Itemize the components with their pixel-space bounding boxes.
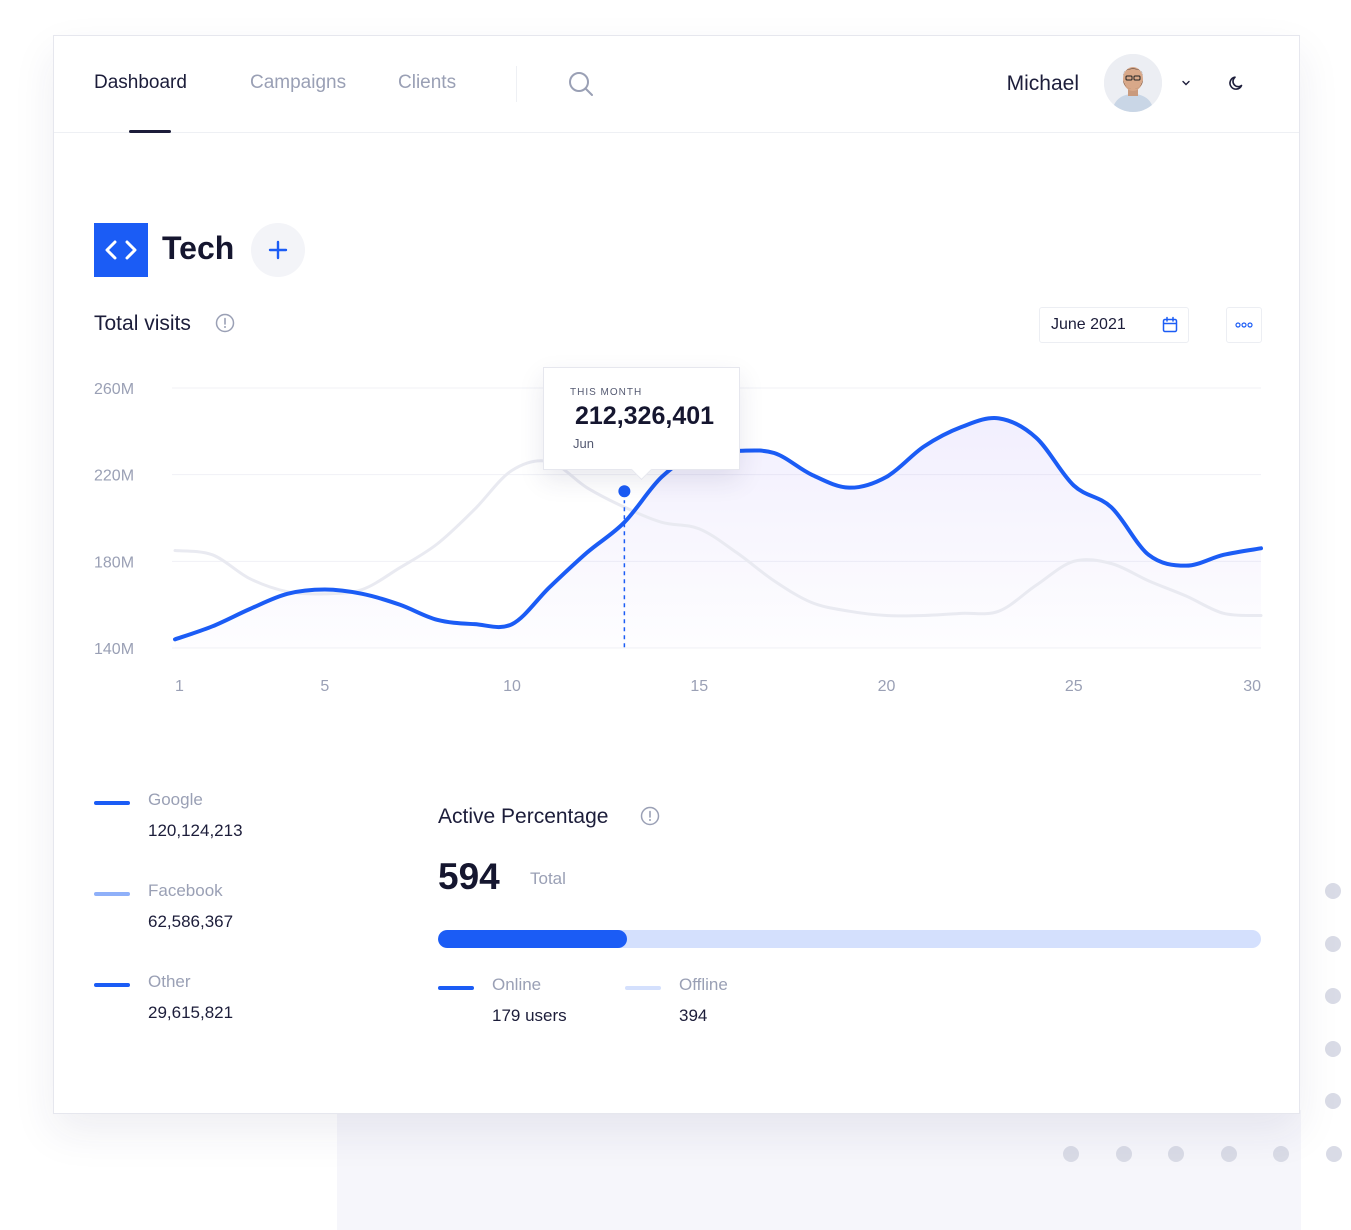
date-picker[interactable]: June 2021: [1039, 307, 1189, 343]
backdrop-panel: [337, 1110, 1301, 1230]
legend-value: 62,586,367: [148, 912, 234, 931]
series-area: [175, 417, 1261, 648]
project-logo: [94, 223, 148, 277]
legend-value: 120,124,213: [148, 821, 243, 840]
decorative-dot: [1273, 1146, 1289, 1162]
decorative-dot: [1325, 1146, 1342, 1162]
decorative-dot: [1325, 988, 1341, 1004]
legend-swatch: [94, 892, 130, 896]
more-options-button[interactable]: [1226, 307, 1262, 343]
y-tick-label: 260M: [94, 381, 134, 398]
tab-clients[interactable]: Clients: [398, 72, 457, 93]
legend-swatch: [625, 986, 661, 990]
x-tick-label: 10: [503, 678, 521, 695]
status-name: Online: [492, 975, 542, 994]
chart-tooltip: THIS MONTH 212,326,401 Jun: [543, 367, 740, 470]
decorative-dot: [1115, 1146, 1132, 1162]
user-name[interactable]: Michael: [1006, 72, 1079, 95]
plus-icon: [268, 240, 288, 260]
legend-name: Google: [148, 790, 203, 809]
status-value: 179 users: [492, 1006, 567, 1025]
highlight-point: [618, 485, 631, 498]
top-nav: Dashboard Campaigns Clients Michael: [54, 36, 1299, 133]
legend-swatch: [94, 801, 130, 805]
active-progress-fill: [438, 930, 628, 948]
tab-dashboard[interactable]: Dashboard: [94, 72, 187, 93]
tooltip-label: THIS MONTH: [570, 387, 643, 398]
tooltip-month: Jun: [573, 436, 594, 451]
decorative-dot: [1168, 1146, 1184, 1162]
more-dots-icon: [1235, 322, 1253, 328]
active-progress-bar: [438, 930, 1261, 948]
x-tick-label: 25: [1065, 678, 1083, 695]
chevron-down-icon[interactable]: [1179, 76, 1193, 90]
dashboard-card: Dashboard Campaigns Clients Michael: [53, 35, 1300, 1114]
legend-swatch: [94, 983, 130, 987]
x-tick-label: 5: [320, 678, 329, 695]
active-tab-indicator: [129, 130, 171, 133]
series-line-secondary: [173, 459, 1263, 618]
x-tick-label: 15: [690, 678, 708, 695]
project-title: Tech: [162, 230, 235, 266]
date-picker-label: June 2021: [1051, 316, 1126, 333]
calendar-icon: [1162, 316, 1178, 333]
legend-name: Other: [148, 972, 191, 991]
info-icon[interactable]: [640, 806, 660, 826]
info-icon[interactable]: [215, 313, 235, 333]
decorative-dot: [1325, 935, 1341, 952]
avatar[interactable]: [1104, 54, 1162, 112]
search-icon[interactable]: [567, 70, 595, 98]
decorative-dot: [1325, 1093, 1341, 1109]
decorative-dot: [1220, 1146, 1237, 1162]
tooltip-value: 212,326,401: [575, 402, 715, 430]
y-tick-label: 140M: [94, 641, 134, 658]
decorative-dot: [1325, 883, 1341, 899]
moon-icon[interactable]: [1228, 74, 1246, 92]
nav-divider: [516, 66, 517, 102]
x-tick-label: 1: [175, 678, 184, 695]
legend-value: 29,615,821: [148, 1003, 234, 1022]
total-visits-title: Total visits: [94, 312, 191, 335]
decorative-dot: [1325, 1040, 1341, 1057]
legend-name: Facebook: [148, 881, 223, 900]
tab-campaigns[interactable]: Campaigns: [250, 72, 347, 93]
decorative-dot: [1063, 1146, 1079, 1162]
x-tick-label: 20: [878, 678, 896, 695]
status-name: Offline: [679, 975, 728, 994]
status-value: 394: [679, 1006, 708, 1025]
active-percentage-title: Active Percentage: [438, 805, 609, 828]
active-total: 594: [438, 856, 500, 897]
add-project-button[interactable]: [251, 223, 305, 277]
y-tick-label: 180M: [94, 554, 134, 571]
active-total-label: Total: [530, 869, 566, 888]
y-tick-label: 220M: [94, 468, 134, 485]
legend-swatch: [438, 986, 474, 990]
x-tick-label: 30: [1243, 678, 1261, 695]
code-brackets-icon: [105, 240, 137, 260]
